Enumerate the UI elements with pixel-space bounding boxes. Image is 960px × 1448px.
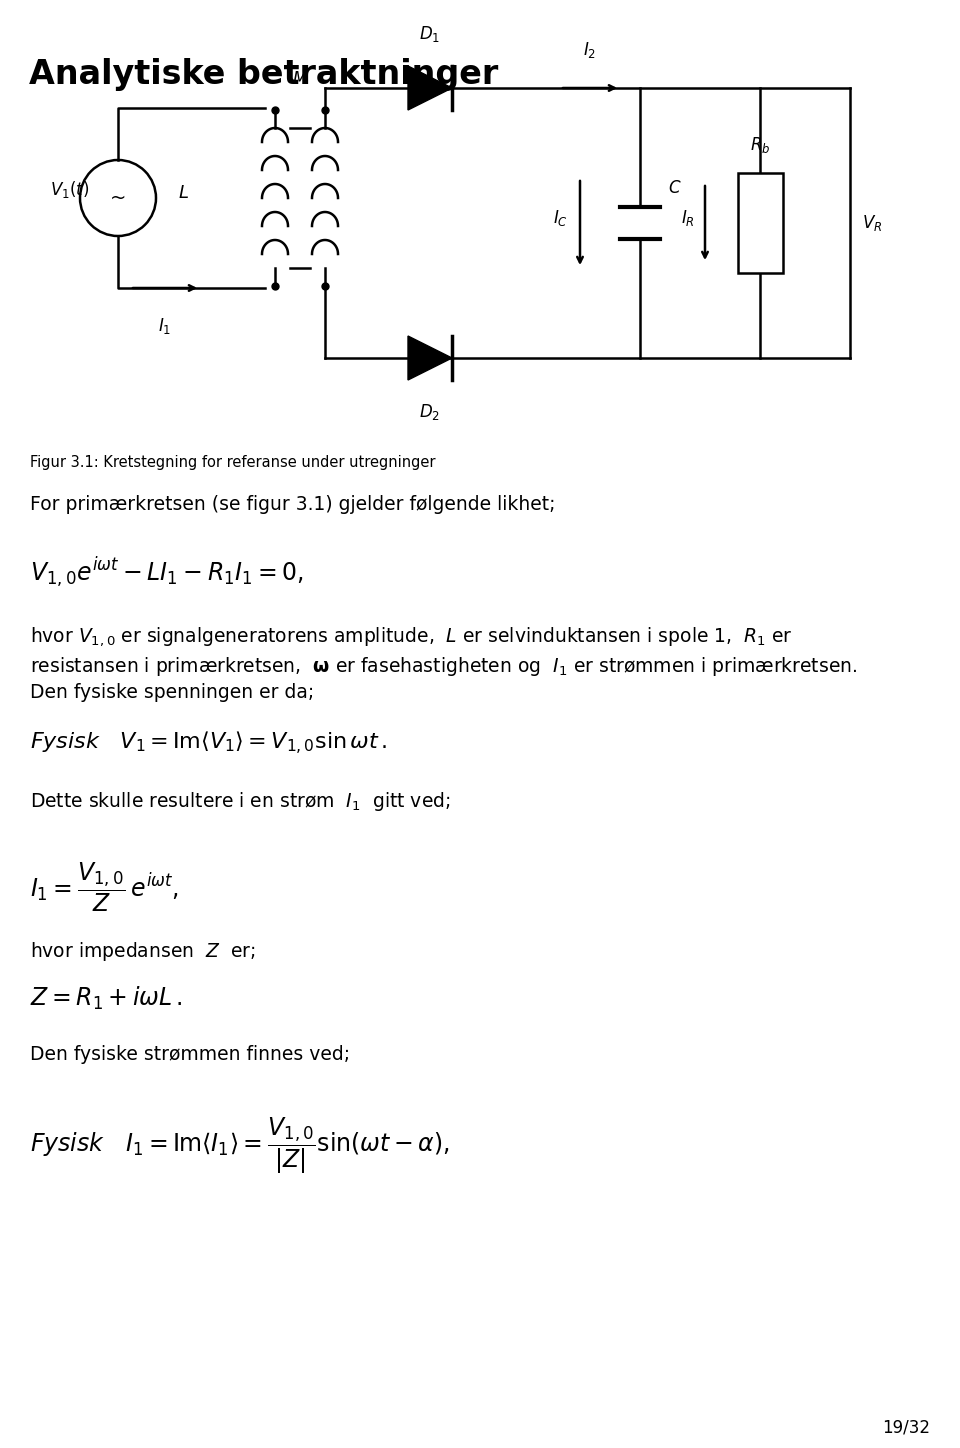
Text: $I_2$: $I_2$ (584, 41, 596, 59)
Text: Figur 3.1: Kretstegning for referanse under utregninger: Figur 3.1: Kretstegning for referanse un… (30, 455, 436, 471)
Polygon shape (408, 336, 452, 379)
Text: $D_2$: $D_2$ (420, 403, 441, 421)
Text: $I_1 = \dfrac{V_{1,0}}{Z}\,e^{i\omega t},$: $I_1 = \dfrac{V_{1,0}}{Z}\,e^{i\omega t}… (30, 860, 179, 914)
Text: $D_1$: $D_1$ (420, 25, 441, 43)
Text: $L$: $L$ (178, 184, 188, 203)
Text: hvor $V_{1,0}$ er signalgeneratorens amplitude,  $L$ er selvinduktansen i spole : hvor $V_{1,0}$ er signalgeneratorens amp… (30, 626, 793, 647)
Text: $C$: $C$ (668, 180, 682, 197)
Text: $\mathit{Fysisk}\quad V_1 = \mathrm{Im}\langle V_1\rangle = V_{1,0}\sin\omega t\: $\mathit{Fysisk}\quad V_1 = \mathrm{Im}\… (30, 730, 388, 757)
Text: $V_{1,0}e^{i\omega t} - LI_1 - R_1 I_1 = 0,$: $V_{1,0}e^{i\omega t} - LI_1 - R_1 I_1 =… (30, 555, 304, 589)
Text: Den fysiske spenningen er da;: Den fysiske spenningen er da; (30, 683, 314, 702)
Text: $\mathit{Fysisk}\quad I_1 = \mathrm{Im}\langle I_1\rangle = \dfrac{V_{1,0}}{|Z|}: $\mathit{Fysisk}\quad I_1 = \mathrm{Im}\… (30, 1115, 449, 1176)
Text: $Z = R_1 + i\omega L\,.$: $Z = R_1 + i\omega L\,.$ (30, 985, 182, 1012)
Polygon shape (408, 67, 452, 110)
Text: $V_1(t)$: $V_1(t)$ (50, 180, 89, 200)
Text: $I_1$: $I_1$ (158, 316, 172, 336)
Text: Dette skulle resultere i en strøm  $I_1$  gitt ved;: Dette skulle resultere i en strøm $I_1$ … (30, 791, 450, 812)
Text: resistansen i primærkretsen,  $\mathbf{\omega}$ er fasehastigheten og  $I_1$ er : resistansen i primærkretsen, $\mathbf{\o… (30, 654, 857, 678)
Text: hvor impedansen  $Z$  er;: hvor impedansen $Z$ er; (30, 940, 255, 963)
Text: ~: ~ (109, 188, 126, 207)
Text: For primærkretsen (se figur 3.1) gjelder følgende likhet;: For primærkretsen (se figur 3.1) gjelder… (30, 495, 556, 514)
Text: Den fysiske strømmen finnes ved;: Den fysiske strømmen finnes ved; (30, 1045, 350, 1064)
Text: $V_R$: $V_R$ (862, 213, 882, 233)
Text: Analytiske betraktninger: Analytiske betraktninger (29, 58, 498, 91)
Text: $M$: $M$ (292, 70, 308, 88)
Text: $R_b$: $R_b$ (750, 135, 770, 155)
Text: $I_C$: $I_C$ (553, 209, 568, 227)
FancyBboxPatch shape (737, 172, 782, 274)
Text: $I_R$: $I_R$ (681, 209, 695, 227)
Text: 19/32: 19/32 (882, 1418, 930, 1436)
